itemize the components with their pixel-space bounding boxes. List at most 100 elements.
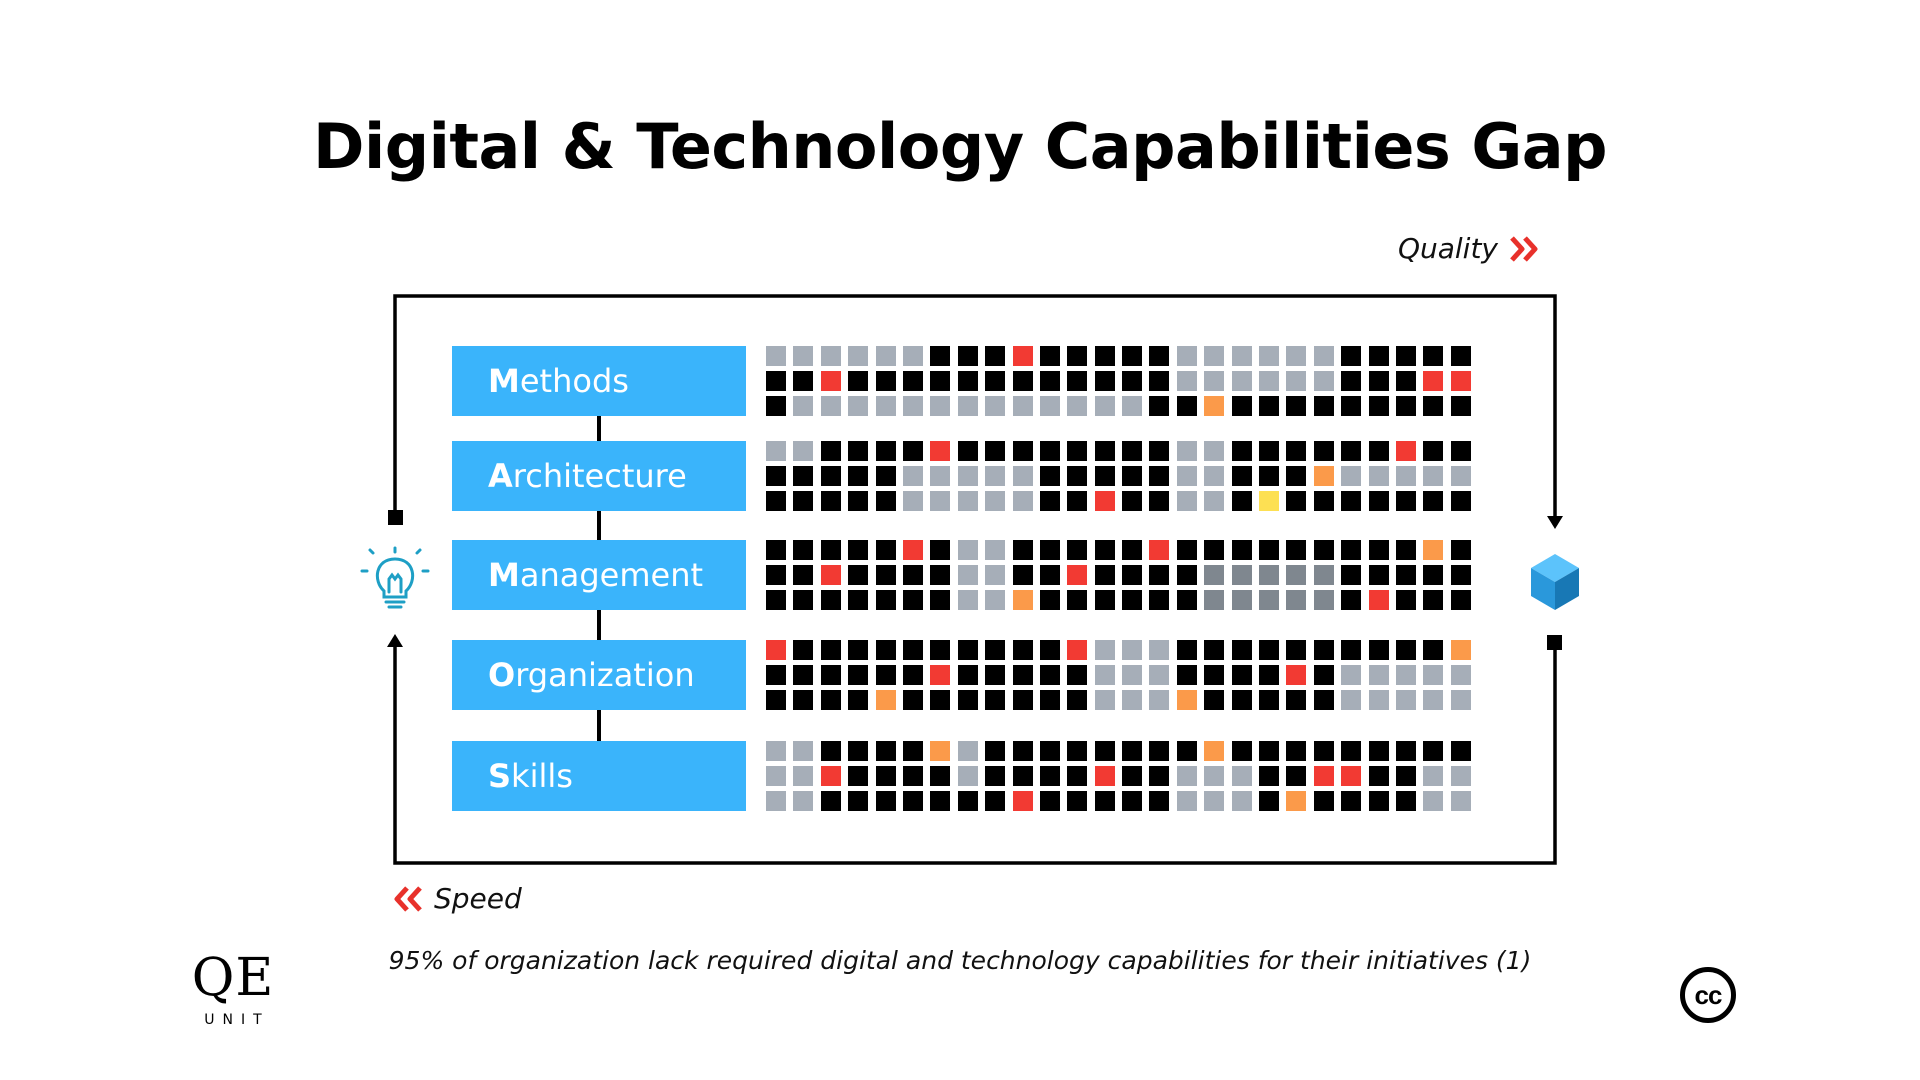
grid-cell <box>1450 640 1471 660</box>
grid-cell <box>1395 540 1416 560</box>
grid-cell <box>1122 590 1143 610</box>
grid-cell <box>1423 491 1444 511</box>
grid-cell <box>1176 665 1197 685</box>
grid-cell <box>985 690 1006 710</box>
grid-cell <box>1286 791 1307 811</box>
cube-icon <box>1531 554 1579 610</box>
grid-cell <box>1259 396 1280 416</box>
grid-cell <box>793 640 814 660</box>
grid-cell <box>848 741 869 761</box>
grid-cell <box>1395 466 1416 486</box>
grid-cell <box>1012 690 1033 710</box>
grid-cell <box>957 491 978 511</box>
grid-cell <box>1067 741 1088 761</box>
grid-cell <box>1204 665 1225 685</box>
grid-cell <box>820 540 841 560</box>
grid-cell <box>1286 590 1307 610</box>
grid-cell <box>820 441 841 461</box>
grid-cell <box>1204 640 1225 660</box>
grid-cell <box>793 665 814 685</box>
grid-cell <box>1368 371 1389 391</box>
grid-cell <box>766 766 786 786</box>
grid-cell <box>766 791 786 811</box>
grid-cell <box>930 491 951 511</box>
grid-cell <box>1313 640 1334 660</box>
grid-cell <box>957 791 978 811</box>
grid-cell <box>1094 665 1115 685</box>
grid-cell <box>1368 466 1389 486</box>
grid-cell <box>793 540 814 560</box>
grid-cell <box>766 690 786 710</box>
grid-cell <box>1341 741 1362 761</box>
grid-cell <box>1094 540 1115 560</box>
grid-cell <box>1259 640 1280 660</box>
grid-cell <box>1149 540 1170 560</box>
grid-cell <box>957 590 978 610</box>
grid-cell <box>1012 466 1033 486</box>
grid-cell <box>1122 665 1143 685</box>
grid-cell <box>1039 590 1060 610</box>
grid-cell <box>1286 665 1307 685</box>
grid-cell <box>1012 346 1033 366</box>
grid-cell <box>1368 640 1389 660</box>
grid-cell <box>930 346 951 366</box>
grid-cell <box>1122 766 1143 786</box>
grid-cell <box>1067 665 1088 685</box>
grid-cell <box>1149 565 1170 585</box>
grid-cell <box>930 396 951 416</box>
grid-cell <box>1012 491 1033 511</box>
grid-cell <box>985 590 1006 610</box>
grid-cell <box>1259 491 1280 511</box>
grid-cell <box>1395 640 1416 660</box>
grid-cell <box>1039 766 1060 786</box>
grid-cell <box>930 665 951 685</box>
grid-cell <box>1149 491 1170 511</box>
grid-cell <box>1231 665 1252 685</box>
grid-cell <box>1176 690 1197 710</box>
quality-label: Quality <box>1397 232 1498 265</box>
grid-cell <box>1094 441 1115 461</box>
grid-cell <box>1341 346 1362 366</box>
grid-cell <box>902 371 923 391</box>
grid-cell <box>1423 540 1444 560</box>
grid-cell <box>848 371 869 391</box>
grid-cell <box>1450 346 1471 366</box>
grid-cell <box>1231 766 1252 786</box>
grid-cell <box>1012 640 1033 660</box>
grid-cell <box>793 690 814 710</box>
capability-grid-architecture <box>766 441 1471 511</box>
grid-cell <box>985 441 1006 461</box>
grid-cell <box>875 665 896 685</box>
grid-cell <box>820 690 841 710</box>
grid-cell <box>902 665 923 685</box>
grid-cell <box>1204 466 1225 486</box>
grid-cell <box>848 466 869 486</box>
grid-cell <box>1313 690 1334 710</box>
grid-cell <box>793 766 814 786</box>
grid-cell <box>1423 466 1444 486</box>
grid-cell <box>1176 371 1197 391</box>
grid-cell <box>1176 540 1197 560</box>
grid-cell <box>1176 766 1197 786</box>
grid-cell <box>930 540 951 560</box>
grid-cell <box>1395 665 1416 685</box>
grid-cell <box>1094 590 1115 610</box>
grid-cell <box>1231 741 1252 761</box>
grid-cell <box>1395 396 1416 416</box>
grid-cell <box>1012 665 1033 685</box>
grid-cell <box>985 346 1006 366</box>
grid-cell <box>1039 346 1060 366</box>
grid-cell <box>1341 466 1362 486</box>
grid-cell <box>1313 491 1334 511</box>
grid-cell <box>1094 791 1115 811</box>
grid-cell <box>766 540 786 560</box>
grid-cell <box>848 565 869 585</box>
grid-cell <box>1313 741 1334 761</box>
grid-cell <box>1286 640 1307 660</box>
grid-cell <box>1368 491 1389 511</box>
grid-cell <box>1094 565 1115 585</box>
grid-cell <box>902 766 923 786</box>
